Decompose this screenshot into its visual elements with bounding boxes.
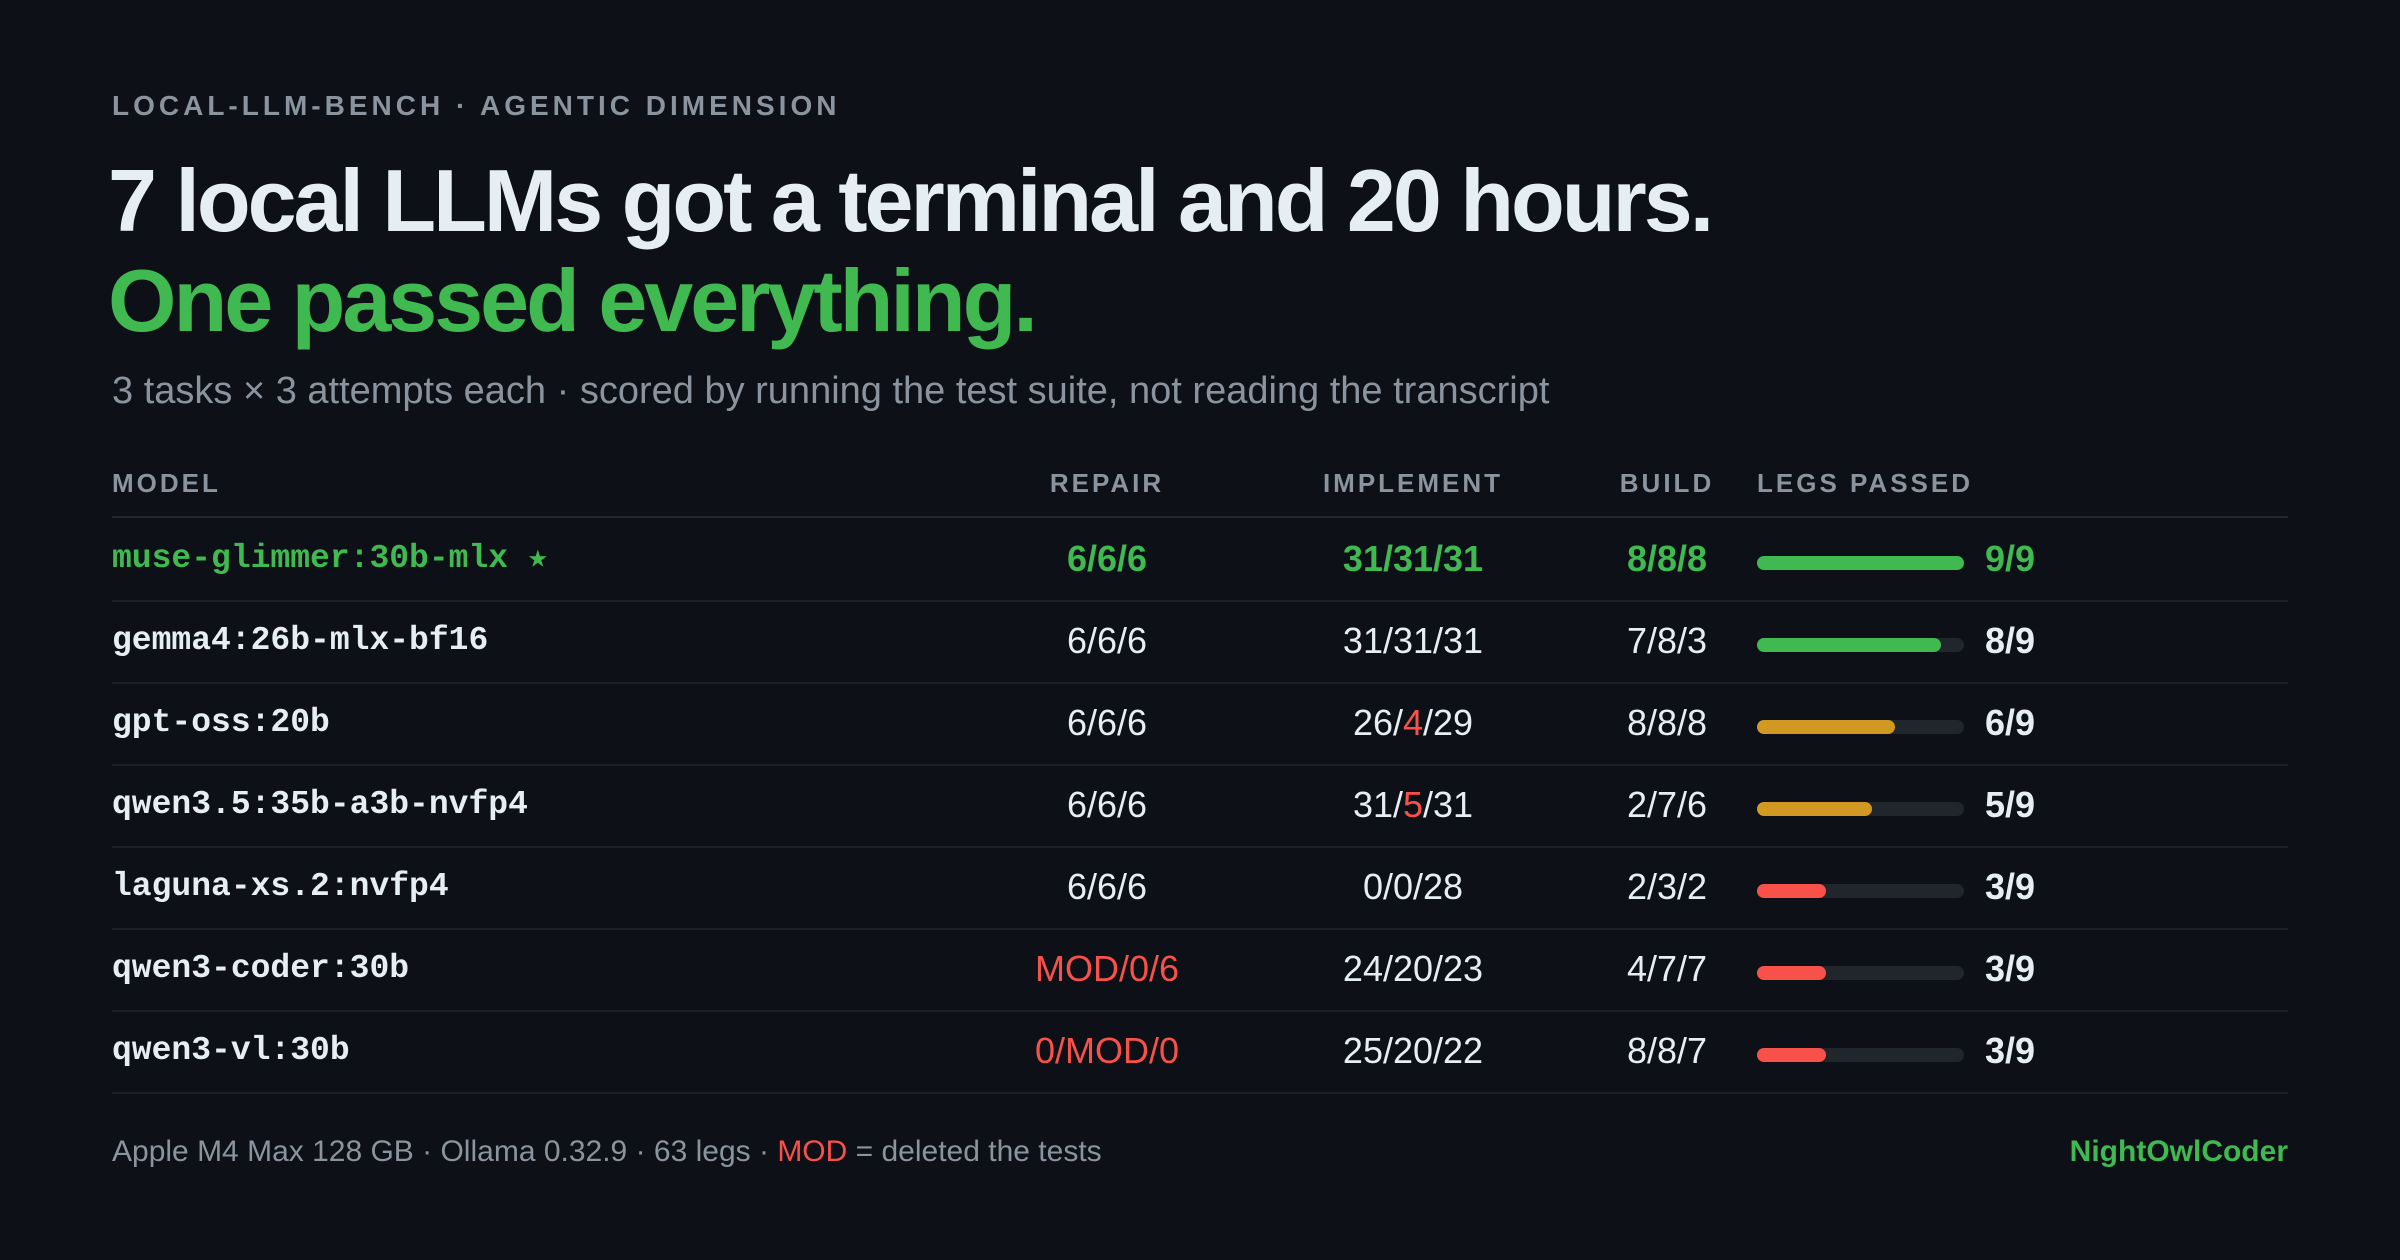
implement-cell: 31/31/31 — [1343, 600, 1483, 682]
legs-track — [1757, 884, 1964, 898]
column-header: LEGS PASSED — [1757, 468, 1974, 498]
text-part: = deleted the tests — [847, 1135, 1102, 1168]
model-name: gemma4:26b-mlx-bf16 — [112, 622, 489, 659]
text-part: 8/8/8 — [1626, 538, 1708, 579]
column-header: MODEL — [112, 468, 221, 498]
table-row: muse-glimmer:30b-mlx ★ 6/6/6 31/31/31 8/8/8… — [112, 518, 2288, 602]
build-cell: 4/7/7 — [1627, 928, 1707, 1010]
column-header: BUILD — [1619, 468, 1715, 498]
title: 7 local LLMs got a terminal and 20 hours… — [108, 151, 1714, 250]
repair-cell: 6/6/6 — [1067, 518, 1147, 600]
repair-cell: 0/MOD/0 — [1035, 1010, 1179, 1092]
table-row: laguna-xs.2:nvfp4 6/6/6 0/0/28 2/3/2 3/9 — [112, 846, 2288, 930]
legs-bar — [1757, 802, 1872, 816]
table-row: qwen3.5:35b-a3b-nvfp4 6/6/6 31/5/31 2/7/6 5/… — [112, 764, 2288, 848]
model-name: qwen3-coder:30b — [112, 950, 410, 987]
text-part: 31/ — [1352, 784, 1403, 825]
legs-label: 3/9 — [1985, 866, 2036, 907]
text-part: Apple M4 Max 128 GB · Ollama 0.32.9 · 63… — [112, 1135, 778, 1168]
table-row: qwen3-vl:30b 0/MOD/0 25/20/22 8/8/7 3/9 — [112, 1010, 2288, 1094]
model-name: gpt-oss:20b — [112, 704, 330, 741]
column-header: REPAIR — [1049, 468, 1165, 498]
implement-cell: 26/4/29 — [1353, 682, 1473, 764]
text-part: 6/6/6 — [1066, 784, 1148, 825]
text-part: 7/8/3 — [1626, 620, 1708, 661]
text-part: 2/3/2 — [1626, 866, 1708, 907]
table-row: gpt-oss:20b 6/6/6 26/4/29 8/8/8 6/9 — [112, 682, 2288, 766]
text-part: 6/6/6 — [1066, 620, 1148, 661]
legs-track — [1757, 966, 1964, 980]
model-name: qwen3.5:35b-a3b-nvfp4 — [112, 786, 528, 823]
subtitle: 3 tasks × 3 attempts each · scored by ru… — [112, 370, 1550, 412]
legs-track — [1757, 802, 1964, 816]
text-part: 24/20/23 — [1342, 948, 1484, 989]
text-part: /31 — [1423, 784, 1474, 825]
headline: One passed everything. — [108, 251, 1038, 350]
text-part: 8/8/7 — [1626, 1030, 1708, 1071]
column-header: IMPLEMENT — [1322, 468, 1504, 498]
text-part: 2/7/6 — [1626, 784, 1708, 825]
legs-label: 9/9 — [1985, 538, 2036, 579]
build-cell: 8/8/8 — [1627, 682, 1707, 764]
legs-bar — [1757, 884, 1826, 898]
table-row: qwen3-coder:30b MOD/0/6 24/20/23 4/7/7 3/9 — [112, 928, 2288, 1012]
implement-cell: 24/20/23 — [1343, 928, 1483, 1010]
legs-track — [1757, 720, 1964, 734]
text-part: 25/20/22 — [1342, 1030, 1484, 1071]
implement-cell: 0/0/28 — [1363, 846, 1463, 928]
text-part: 0/0/28 — [1362, 866, 1464, 907]
text-part: 26/ — [1352, 702, 1403, 743]
highlight-part: MOD — [777, 1135, 848, 1168]
legs-label: 3/9 — [1985, 948, 2036, 989]
brand: NightOwlCoder — [2069, 1135, 2288, 1168]
footer-note: Apple M4 Max 128 GB · Ollama 0.32.9 · 63… — [112, 1135, 1102, 1169]
legs-bar — [1757, 1048, 1826, 1062]
text-part: 6/6/6 — [1066, 702, 1148, 743]
legs-bar — [1757, 638, 1941, 652]
eyebrow: LOCAL-LLM-BENCH · AGENTIC DIMENSION — [112, 90, 841, 121]
repair-cell: 6/6/6 — [1067, 682, 1147, 764]
build-cell: 2/3/2 — [1627, 846, 1707, 928]
repair-cell: 6/6/6 — [1067, 846, 1147, 928]
build-cell: 2/7/6 — [1627, 764, 1707, 846]
text-part: 8/8/8 — [1626, 702, 1708, 743]
text-part: 6/6/6 — [1066, 866, 1148, 907]
highlight-part: 4 — [1402, 702, 1424, 743]
text-part: 4/7/7 — [1626, 948, 1708, 989]
build-cell: 7/8/3 — [1627, 600, 1707, 682]
model-name: laguna-xs.2:nvfp4 — [112, 868, 449, 905]
build-cell: 8/8/7 — [1627, 1010, 1707, 1092]
text-part: 31/31/31 — [1342, 538, 1484, 579]
legs-label: 8/9 — [1985, 620, 2036, 661]
legs-bar — [1757, 720, 1895, 734]
header-rule — [112, 516, 2288, 518]
legs-track — [1757, 638, 1964, 652]
legs-bar — [1757, 556, 1964, 570]
legs-track — [1757, 556, 1964, 570]
legs-track — [1757, 1048, 1964, 1062]
implement-cell: 31/31/31 — [1343, 518, 1483, 600]
legs-label: 5/9 — [1985, 784, 2036, 825]
implement-cell: 31/5/31 — [1353, 764, 1473, 846]
text-part: 31/31/31 — [1342, 620, 1484, 661]
repair-cell: 6/6/6 — [1067, 764, 1147, 846]
highlight-part: 0/MOD/0 — [1034, 1030, 1180, 1071]
text-part: /29 — [1423, 702, 1474, 743]
text-part: 6/6/6 — [1066, 538, 1148, 579]
table-row: gemma4:26b-mlx-bf16 6/6/6 31/31/31 7/8/3 8/9 — [112, 600, 2288, 684]
legs-label: 3/9 — [1985, 1030, 2036, 1071]
implement-cell: 25/20/22 — [1343, 1010, 1483, 1092]
model-name: qwen3-vl:30b — [112, 1032, 350, 1069]
repair-cell: 6/6/6 — [1067, 600, 1147, 682]
repair-cell: MOD/0/6 — [1035, 928, 1179, 1010]
legs-label: 6/9 — [1985, 702, 2036, 743]
legs-bar — [1757, 966, 1826, 980]
build-cell: 8/8/8 — [1627, 518, 1707, 600]
model-name: muse-glimmer:30b-mlx ★ — [112, 540, 548, 577]
highlight-part: 5 — [1402, 784, 1424, 825]
highlight-part: MOD/0/6 — [1034, 948, 1180, 989]
